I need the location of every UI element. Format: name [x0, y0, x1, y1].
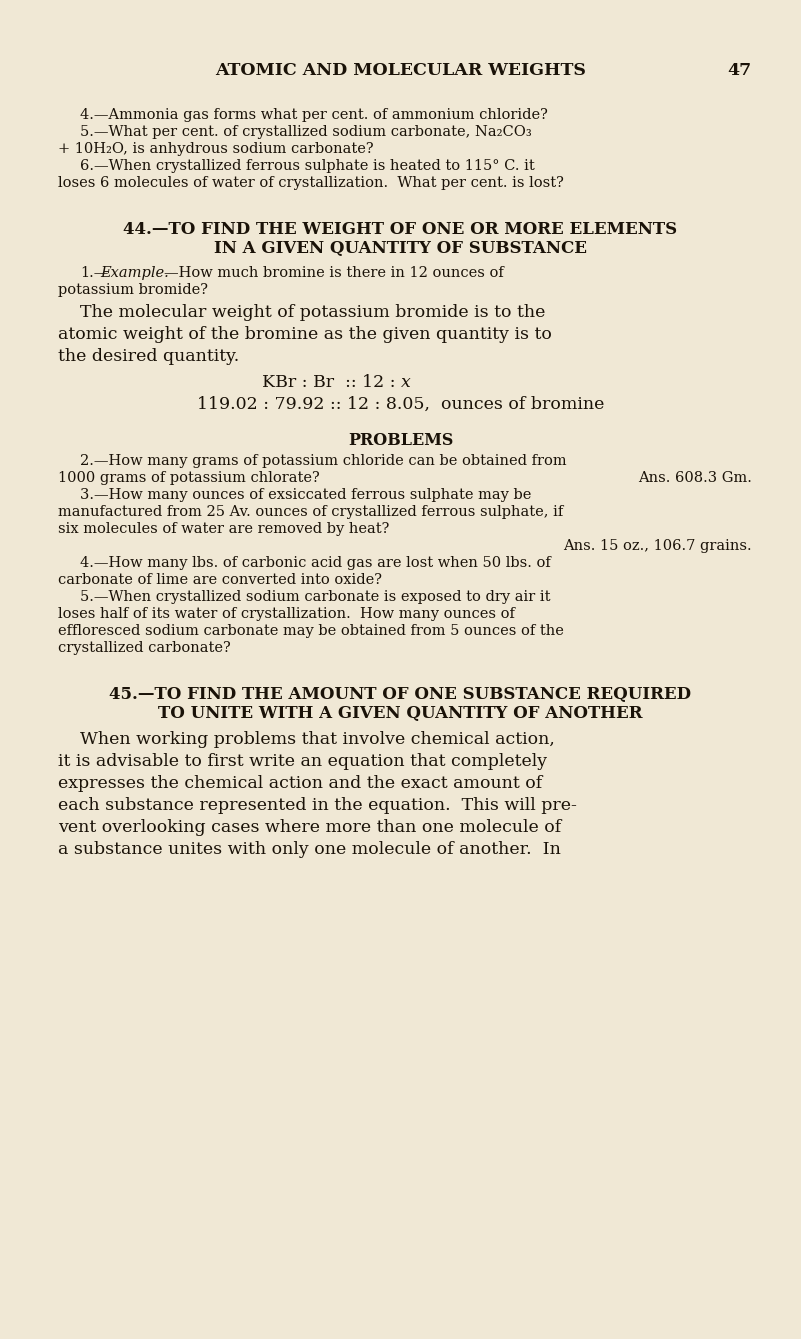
Text: PROBLEMS: PROBLEMS	[348, 432, 453, 449]
Text: carbonate of lime are converted into oxide?: carbonate of lime are converted into oxi…	[58, 573, 382, 586]
Text: 45.—TO FIND THE AMOUNT OF ONE SUBSTANCE REQUIRED: 45.—TO FIND THE AMOUNT OF ONE SUBSTANCE …	[110, 686, 691, 703]
Text: each substance represented in the equation.  This will pre-: each substance represented in the equati…	[58, 797, 577, 814]
Text: 119.02 : 79.92 :: 12 : 8.05,  ounces of bromine: 119.02 : 79.92 :: 12 : 8.05, ounces of b…	[197, 396, 604, 412]
Text: 5.—When crystallized sodium carbonate is exposed to dry air it: 5.—When crystallized sodium carbonate is…	[80, 590, 550, 604]
Text: Ans. 608.3 Gm.: Ans. 608.3 Gm.	[638, 471, 752, 485]
Text: KBr : Br  :: 12 :: KBr : Br :: 12 :	[261, 374, 400, 391]
Text: expresses the chemical action and the exact amount of: expresses the chemical action and the ex…	[58, 775, 542, 791]
Text: effloresced sodium carbonate may be obtained from 5 ounces of the: effloresced sodium carbonate may be obta…	[58, 624, 564, 637]
Text: a substance unites with only one molecule of another.  In: a substance unites with only one molecul…	[58, 841, 561, 858]
Text: 6.—When crystallized ferrous sulphate is heated to 115° C. it: 6.—When crystallized ferrous sulphate is…	[80, 159, 535, 173]
Text: —How much bromine is there in 12 ounces of: —How much bromine is there in 12 ounces …	[164, 266, 504, 280]
Text: 2.—How many grams of potassium chloride can be obtained from: 2.—How many grams of potassium chloride …	[80, 454, 566, 469]
Text: x: x	[400, 374, 410, 391]
Text: + 10H₂O, is anhydrous sodium carbonate?: + 10H₂O, is anhydrous sodium carbonate?	[58, 142, 373, 157]
Text: 5.—What per cent. of crystallized sodium carbonate, Na₂CO₃: 5.—What per cent. of crystallized sodium…	[80, 125, 532, 139]
Text: 4.—How many lbs. of carbonic acid gas are lost when 50 lbs. of: 4.—How many lbs. of carbonic acid gas ar…	[80, 556, 551, 570]
Text: potassium bromide?: potassium bromide?	[58, 283, 208, 297]
Text: Ans. 15 oz., 106.7 grains.: Ans. 15 oz., 106.7 grains.	[563, 540, 752, 553]
Text: The molecular weight of potassium bromide is to the: The molecular weight of potassium bromid…	[80, 304, 545, 321]
Text: TO UNITE WITH A GIVEN QUANTITY OF ANOTHER: TO UNITE WITH A GIVEN QUANTITY OF ANOTHE…	[159, 706, 642, 722]
Text: six molecules of water are removed by heat?: six molecules of water are removed by he…	[58, 522, 389, 536]
Text: 47: 47	[728, 62, 752, 79]
Text: ATOMIC AND MOLECULAR WEIGHTS: ATOMIC AND MOLECULAR WEIGHTS	[215, 62, 586, 79]
Text: atomic weight of the bromine as the given quantity is to: atomic weight of the bromine as the give…	[58, 325, 552, 343]
Text: IN A GIVEN QUANTITY OF SUBSTANCE: IN A GIVEN QUANTITY OF SUBSTANCE	[214, 240, 587, 257]
Text: 44.—TO FIND THE WEIGHT OF ONE OR MORE ELEMENTS: 44.—TO FIND THE WEIGHT OF ONE OR MORE EL…	[123, 221, 678, 238]
Text: 3.—How many ounces of exsiccated ferrous sulphate may be: 3.—How many ounces of exsiccated ferrous…	[80, 487, 531, 502]
Text: loses half of its water of crystallization.  How many ounces of: loses half of its water of crystallizati…	[58, 607, 515, 621]
Text: loses 6 molecules of water of crystallization.  What per cent. is lost?: loses 6 molecules of water of crystalliz…	[58, 175, 564, 190]
Text: vent overlooking cases where more than one molecule of: vent overlooking cases where more than o…	[58, 819, 562, 836]
Text: 4.—Ammonia gas forms what per cent. of ammonium chloride?: 4.—Ammonia gas forms what per cent. of a…	[80, 108, 548, 122]
Text: manufactured from 25 Av. ounces of crystallized ferrous sulphate, if: manufactured from 25 Av. ounces of cryst…	[58, 505, 563, 520]
Text: 1.—: 1.—	[80, 266, 108, 280]
Text: Example.: Example.	[100, 266, 169, 280]
Text: it is advisable to first write an equation that completely: it is advisable to first write an equati…	[58, 753, 547, 770]
Text: crystallized carbonate?: crystallized carbonate?	[58, 641, 231, 655]
Text: When working problems that involve chemical action,: When working problems that involve chemi…	[80, 731, 555, 749]
Text: 1000 grams of potassium chlorate?: 1000 grams of potassium chlorate?	[58, 471, 320, 485]
Text: the desired quantity.: the desired quantity.	[58, 348, 239, 366]
